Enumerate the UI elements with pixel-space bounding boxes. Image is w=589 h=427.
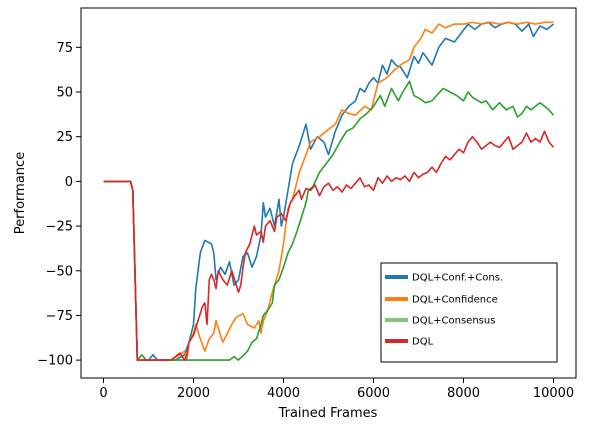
y-tick-label: 50 xyxy=(56,86,73,101)
legend-label: DQL+Consensus xyxy=(412,316,495,327)
x-tick-label: 0 xyxy=(99,386,107,401)
y-tick-label: −75 xyxy=(46,309,73,324)
series-line-3 xyxy=(103,130,555,361)
y-tick-label: −25 xyxy=(46,220,73,235)
x-tick-label: 4000 xyxy=(267,386,300,401)
plot-frame xyxy=(80,7,577,379)
y-tick-label: −100 xyxy=(37,354,73,369)
series-line-0 xyxy=(103,21,554,361)
series-lines xyxy=(103,21,555,361)
plot-area xyxy=(80,7,577,379)
x-axis-label: Trained Frames xyxy=(278,406,378,421)
y-tick-label: 75 xyxy=(56,41,73,56)
series-line-2 xyxy=(103,80,555,361)
x-tick-label: 2000 xyxy=(177,386,210,401)
x-axis-ticks: 0 2000 4000 6000 8000 10000 xyxy=(99,378,574,401)
legend-box xyxy=(380,262,558,363)
legend-items: DQL+Conf.+Cons. DQL+Confidence DQL+Consens… xyxy=(385,273,503,348)
y-tick-label: 25 xyxy=(56,130,73,145)
x-tick-label: 6000 xyxy=(357,386,390,401)
legend-label: DQL xyxy=(412,337,434,348)
legend: DQL+Conf.+Cons. DQL+Confidence DQL+Consens… xyxy=(380,262,558,363)
y-axis-ticks: −100 −75 −50 −25 0 25 50 75 xyxy=(37,41,81,369)
y-tick-label: 0 xyxy=(65,175,73,190)
y-tick-label: −50 xyxy=(46,264,73,279)
legend-label: DQL+Conf.+Cons. xyxy=(412,273,503,284)
x-tick-label: 10000 xyxy=(533,386,574,401)
legend-label: DQL+Confidence xyxy=(412,295,498,306)
y-axis-label: Performance xyxy=(13,152,28,234)
x-tick-label: 8000 xyxy=(447,386,480,401)
